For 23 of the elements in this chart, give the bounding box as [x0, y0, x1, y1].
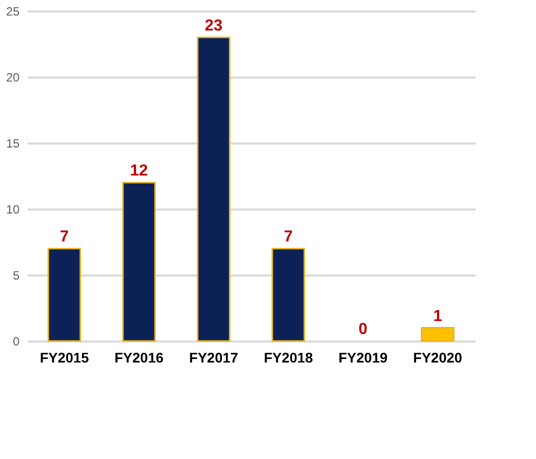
x-tick-label: FY2016 — [114, 350, 164, 366]
data-label: 12 — [130, 162, 148, 180]
y-tick-label: 0 — [12, 334, 20, 348]
bar — [48, 248, 82, 342]
data-label: 7 — [284, 228, 293, 246]
x-tick-label: FY2018 — [264, 350, 314, 366]
y-tick-label: 20 — [6, 70, 20, 84]
bar — [196, 36, 230, 342]
x-tick-label: FY2020 — [413, 350, 462, 366]
y-tick-label: 15 — [6, 136, 20, 150]
bar — [122, 182, 156, 342]
data-label: 0 — [358, 321, 368, 338]
x-tick-label: FY2019 — [338, 350, 388, 366]
data-label: 23 — [204, 17, 223, 34]
bar — [272, 248, 306, 342]
data-label: 7 — [60, 228, 69, 246]
y-tick-label: 25 — [6, 4, 20, 18]
y-tick-label: 5 — [12, 268, 20, 282]
data-label: 1 — [433, 308, 442, 325]
x-tick-label: FY2017 — [189, 350, 238, 366]
x-tick-label: FY2015 — [40, 350, 90, 366]
y-tick-label: 10 — [6, 202, 20, 216]
bar — [420, 327, 454, 342]
